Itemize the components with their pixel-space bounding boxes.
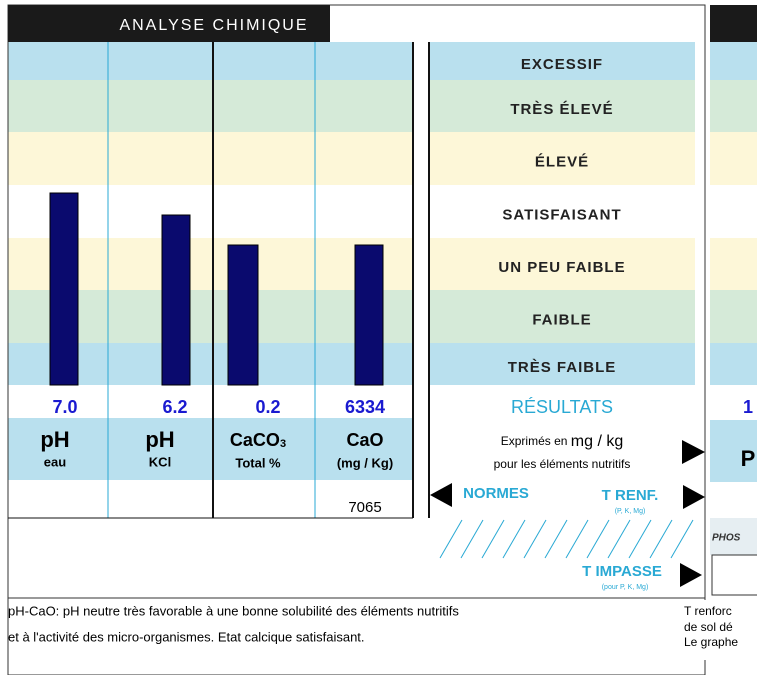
level-label: EXCESSIF — [521, 56, 603, 73]
side-line: de sol dé — [684, 620, 733, 634]
band — [8, 418, 413, 480]
trenf-label: T RENF. — [602, 487, 659, 504]
result-name: pH — [40, 427, 69, 452]
legend-text: pour les éléments nutritifs — [494, 457, 631, 471]
bands: EXCESSIF TRÈS ÉLEVÉ ÉLEVÉ SATISFAISANT UN PE… — [8, 42, 757, 482]
normes-label: NORMES — [463, 485, 529, 502]
side-bg — [680, 600, 757, 660]
band — [710, 80, 757, 132]
legend-title: RÉSULTATS — [511, 397, 613, 417]
bar — [354, 244, 384, 386]
band — [8, 132, 413, 185]
hatch-line — [481, 519, 505, 559]
result-sub: KCl — [149, 454, 171, 469]
band — [710, 420, 757, 482]
band — [430, 185, 695, 238]
side-line: T renforc — [684, 604, 732, 618]
result-name: P — [741, 446, 756, 471]
result-value: 7.0 — [52, 397, 77, 417]
hatch-line — [649, 519, 673, 559]
level-label: TRÈS ÉLEVÉ — [510, 101, 613, 118]
result-sub: (mg / Kg) — [337, 455, 393, 470]
arrow — [680, 563, 702, 587]
frame — [7, 4, 706, 675]
arrow — [683, 485, 705, 509]
level-label: UN PEU FAIBLE — [498, 259, 625, 276]
hatch-line — [565, 519, 589, 559]
hatch-line — [607, 519, 631, 559]
result-value: 0.2 — [255, 397, 280, 417]
result-value: 1 — [743, 397, 753, 417]
hatch-line — [670, 519, 694, 559]
side-line: Le graphe — [684, 635, 738, 649]
legend-unit: mg / kg — [571, 433, 623, 450]
hatch-line — [523, 519, 547, 559]
arrow — [430, 483, 452, 507]
level-label: ÉLEVÉ — [535, 153, 589, 170]
band — [430, 42, 695, 80]
band — [430, 132, 695, 185]
band — [430, 343, 695, 385]
hatch-line — [502, 519, 526, 559]
band — [710, 238, 757, 290]
band — [710, 290, 757, 343]
band — [8, 80, 413, 132]
legend-text: Exprimés en — [501, 434, 571, 448]
phos-field — [711, 554, 757, 596]
header-box — [8, 5, 330, 42]
band — [710, 343, 757, 385]
bar — [227, 244, 259, 386]
band — [710, 185, 757, 238]
comment-line: et à l'activité des micro-organismes. Et… — [8, 629, 365, 644]
band — [430, 238, 695, 290]
arrow — [682, 440, 705, 464]
hatch-line — [628, 519, 652, 559]
band — [430, 290, 695, 343]
phos-label: PHOS — [712, 533, 741, 544]
level-label: FAIBLE — [532, 311, 591, 328]
result-sub: Total % — [235, 455, 281, 470]
result-name: pH — [145, 427, 174, 452]
result-sub: eau — [44, 454, 66, 469]
result-value: 6.2 — [162, 397, 187, 417]
comment-line: pH-CaO: pH neutre très favorable à une b… — [8, 603, 459, 618]
result-name: CaCO — [230, 430, 280, 450]
hatch-line — [586, 519, 610, 559]
result-value: 6334 — [345, 397, 385, 417]
hatch-line — [460, 519, 484, 559]
band — [430, 80, 695, 132]
timpasse-label: T IMPASSE — [582, 563, 662, 580]
header-box-right — [710, 5, 757, 42]
hatch-line — [544, 519, 568, 559]
legend-text: Exprimés en mg / kg — [501, 433, 624, 450]
level-label: SATISFAISANT — [502, 206, 621, 223]
timpasse-sub: (pour P, K, Mg) — [602, 584, 649, 591]
hatch — [439, 519, 694, 559]
phos-box — [710, 518, 757, 555]
trenf-sub: (P, K, Mg) — [615, 508, 646, 515]
norm-value: 7065 — [348, 499, 381, 516]
bar — [49, 192, 79, 386]
result-name: CaO — [346, 430, 383, 450]
band — [710, 132, 757, 185]
band — [8, 42, 413, 80]
bar — [161, 214, 191, 386]
header-title: ANALYSE CHIMIQUE — [119, 17, 308, 34]
level-label: TRÈS FAIBLE — [508, 359, 617, 376]
result-name-sub: 3 — [280, 438, 286, 450]
result-name: CaCO3 — [230, 430, 286, 450]
band — [710, 42, 757, 80]
hatch-line — [439, 519, 463, 559]
